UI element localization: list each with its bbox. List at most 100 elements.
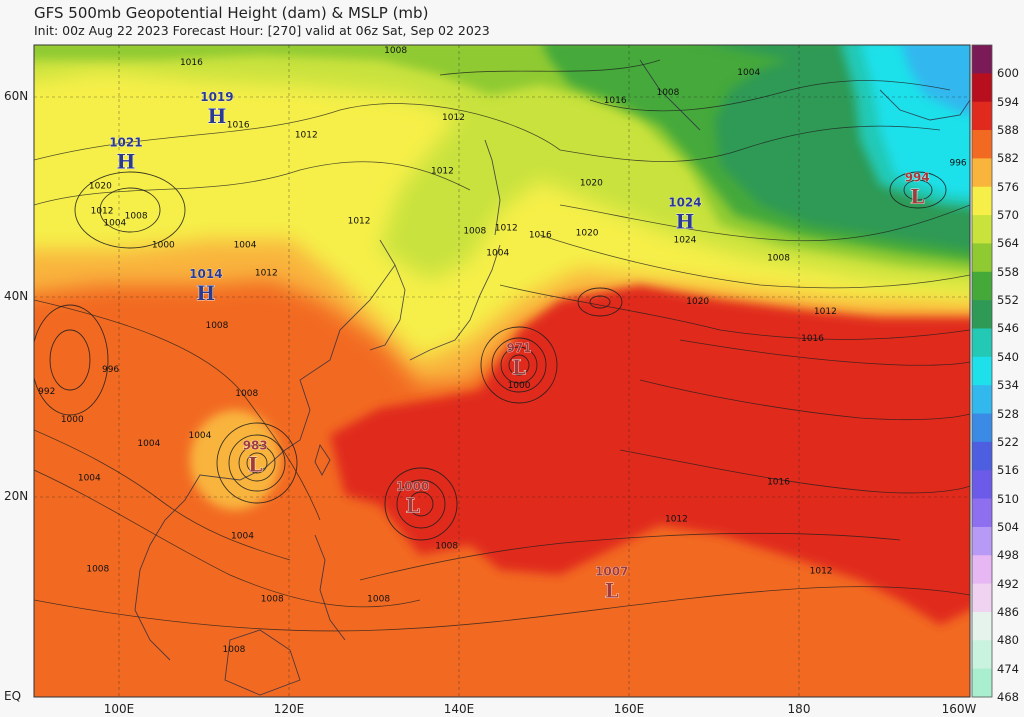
colorbar-swatch <box>972 73 992 103</box>
isobar-label: 1004 <box>234 241 257 251</box>
isobar-label: 1016 <box>801 334 824 344</box>
colorbar-label: 540 <box>997 349 1019 364</box>
isobar-label: 1020 <box>686 297 709 307</box>
isobar-label: 1008 <box>463 227 486 237</box>
isobar-label: 1008 <box>205 321 228 331</box>
colorbar-swatch <box>972 640 992 670</box>
isobar-label: 1020 <box>580 178 603 188</box>
colorbar-swatch <box>972 441 992 471</box>
colorbar-label: 528 <box>997 406 1019 421</box>
pressure-value: 1014 <box>189 267 222 281</box>
colorbar-swatch <box>972 413 992 443</box>
isobar-labels: 1016100810121016101210161008100410201012… <box>38 46 967 655</box>
pressure-value: 994 <box>905 170 930 184</box>
high-symbol: H <box>207 104 226 128</box>
coast-luzon <box>314 534 346 641</box>
isobar-label: 1008 <box>656 88 679 98</box>
isobar-label: 1008 <box>384 46 407 56</box>
coast-taiwan <box>314 443 331 476</box>
isobar-label: 1016 <box>767 477 790 487</box>
colorbar-swatch <box>972 328 992 358</box>
colorbar-swatch <box>972 470 992 500</box>
colorbar-label: 498 <box>997 548 1019 563</box>
lat-tick-label: 40N <box>4 289 29 303</box>
colorbar-label: 534 <box>997 378 1019 393</box>
lon-tick-label: 120E <box>273 702 305 716</box>
isobar-label: 1008 <box>261 595 284 605</box>
isobar-label: 1004 <box>737 68 760 78</box>
isobar-label: 1008 <box>367 595 390 605</box>
lat-tick-label: EQ <box>4 689 22 703</box>
colorbar-label: 546 <box>997 321 1019 336</box>
high-symbol: H <box>675 210 694 234</box>
colorbar-swatch <box>972 356 992 386</box>
low-symbol: L <box>910 184 924 208</box>
colorbar-label: 600 <box>997 66 1019 81</box>
isobar-label: 996 <box>949 158 966 168</box>
colorbar-label: 582 <box>997 151 1019 166</box>
isobar-label: 1012 <box>495 224 518 234</box>
isobar-label: 1000 <box>508 381 531 391</box>
height-band-588 <box>330 285 970 625</box>
colorbar-swatch <box>972 555 992 585</box>
colorbar-label: 516 <box>997 463 1019 478</box>
isobar-label: 1016 <box>180 58 203 68</box>
isobar-label: 1012 <box>348 217 371 227</box>
isobar-label: 1004 <box>137 439 160 449</box>
coast-east-asia <box>134 239 396 661</box>
isobar-label: 1004 <box>103 219 126 229</box>
isobars <box>34 59 970 632</box>
pressure-value: 1021 <box>109 135 142 149</box>
colorbar-label: 468 <box>997 690 1019 704</box>
isobar-label: 1004 <box>188 431 211 441</box>
isobar-label: 1020 <box>576 229 599 239</box>
low-symbol: L <box>512 355 526 379</box>
cyclone-rings <box>34 171 947 541</box>
isobar-label: 1008 <box>125 212 148 222</box>
high-symbol: H <box>196 281 215 305</box>
isobar-label: 1012 <box>810 567 833 577</box>
isobar-label: 1024 <box>673 236 696 246</box>
isobar-label: 1012 <box>665 514 688 524</box>
isobar-label: 1004 <box>78 473 101 483</box>
coast-korea <box>369 264 406 351</box>
isobar-label: 1016 <box>227 120 250 130</box>
low-symbol: L <box>248 452 262 476</box>
colorbar-label: 504 <box>997 519 1019 534</box>
isobar-label: 1012 <box>255 269 278 279</box>
isobar-label: 1000 <box>152 241 175 251</box>
colorbar-label: 492 <box>997 576 1019 591</box>
lon-tick-label: 180 <box>787 702 811 716</box>
pressure-value: 1007 <box>595 565 628 579</box>
isobar-label: 1008 <box>767 254 790 264</box>
lat-lon-grid <box>34 45 970 697</box>
pressure-centers: 1021H1019H1014H1024H994L971L983L1000L100… <box>109 90 930 603</box>
isobar-label: 1008 <box>235 389 258 399</box>
map-frame <box>33 44 971 698</box>
lon-tick-label: 160E <box>613 702 645 716</box>
lon-tick-label: 160W <box>941 702 977 716</box>
coast-borneo <box>224 629 301 696</box>
pressure-value: 983 <box>243 438 268 452</box>
colorbar-swatch <box>972 583 992 613</box>
colorbar-swatch <box>972 668 992 698</box>
isobar-label: 1012 <box>431 166 454 176</box>
colorbar <box>971 44 993 698</box>
colorbar-label: 558 <box>997 264 1019 279</box>
colorbar-label: 486 <box>997 604 1019 619</box>
isobar-label: 1008 <box>223 645 246 655</box>
colorbar-swatch <box>972 498 992 528</box>
colorbar-swatch <box>972 186 992 216</box>
colorbar-swatch <box>972 611 992 641</box>
colorbar-swatch <box>972 158 992 188</box>
colorbar-label: 564 <box>997 236 1019 251</box>
colorbar-swatch <box>972 101 992 131</box>
colorbar-label: 594 <box>997 94 1019 109</box>
